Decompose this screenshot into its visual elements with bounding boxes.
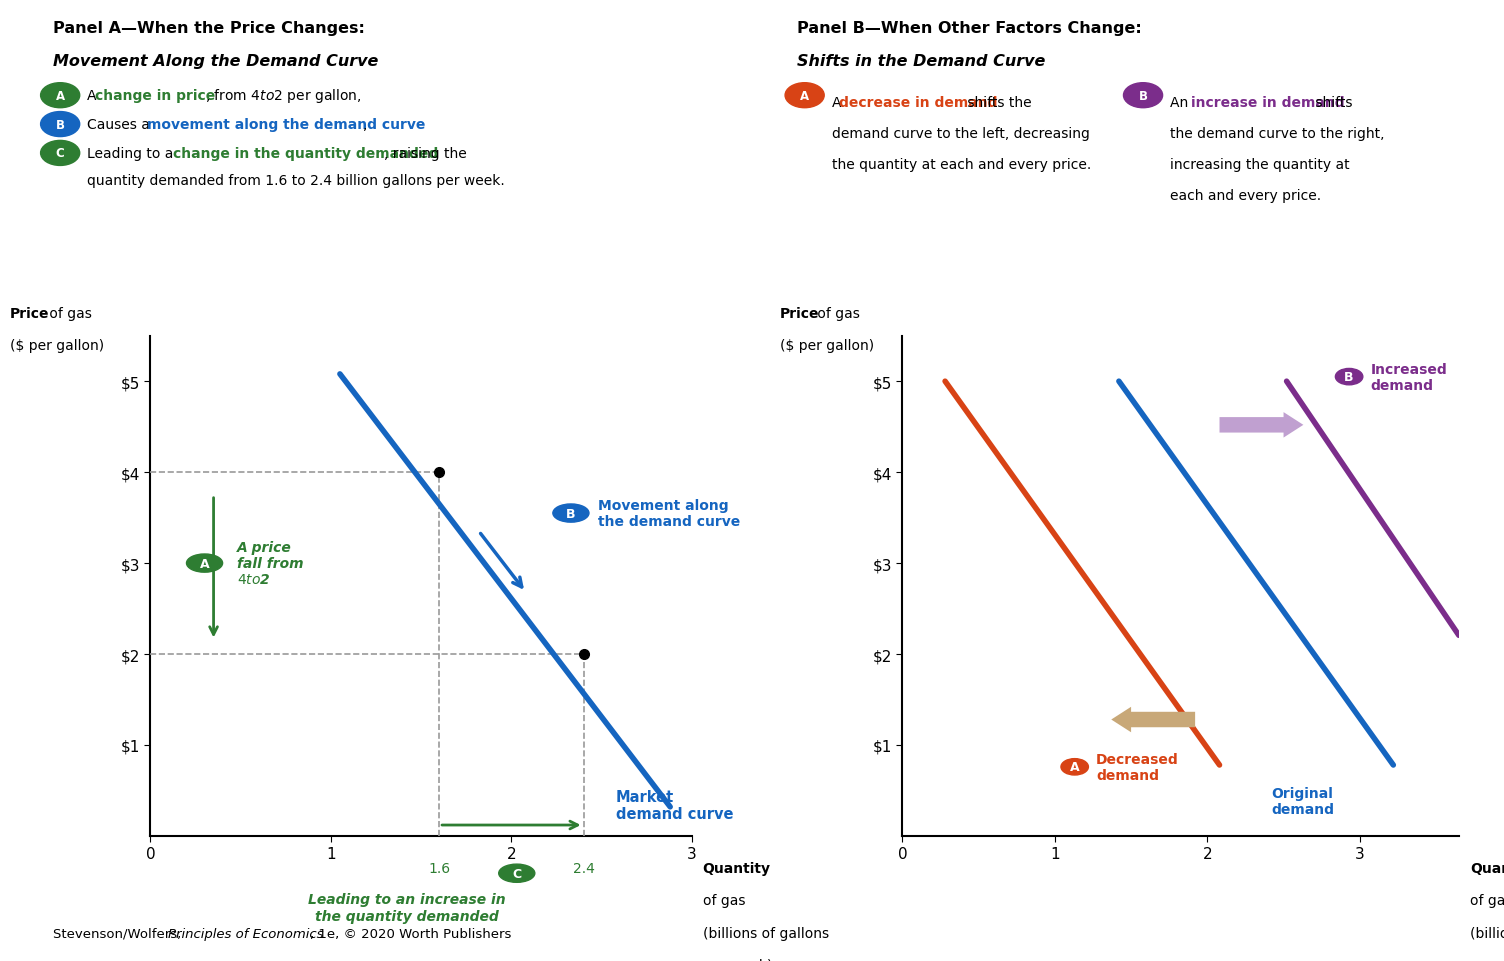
- Text: (billions of gallons: (billions of gallons: [702, 926, 829, 940]
- Text: decrease in demand: decrease in demand: [839, 96, 997, 111]
- Text: shifts: shifts: [1311, 96, 1354, 111]
- Text: , 1e, © 2020 Worth Publishers: , 1e, © 2020 Worth Publishers: [310, 926, 511, 940]
- Text: Original
demand: Original demand: [1271, 786, 1334, 816]
- Text: Quantity: Quantity: [1469, 861, 1504, 875]
- Text: Leading to a: Leading to a: [87, 147, 177, 160]
- Text: of gas: of gas: [45, 307, 92, 320]
- FancyArrow shape: [1220, 412, 1304, 438]
- Text: per week): per week): [702, 958, 772, 961]
- Text: Leading to an increase in
the quantity demanded: Leading to an increase in the quantity d…: [308, 893, 505, 923]
- Text: C: C: [56, 147, 65, 160]
- Text: of gas: of gas: [1469, 894, 1504, 907]
- Text: , from $4 to $2 per gallon,: , from $4 to $2 per gallon,: [205, 87, 361, 105]
- Text: 1.6: 1.6: [429, 861, 450, 875]
- Text: C: C: [513, 867, 522, 880]
- Circle shape: [553, 505, 590, 523]
- Text: the demand curve to the right,: the demand curve to the right,: [1170, 127, 1385, 141]
- FancyArrow shape: [1111, 707, 1196, 732]
- Circle shape: [499, 864, 535, 882]
- Text: Shifts in the Demand Curve: Shifts in the Demand Curve: [797, 54, 1045, 69]
- Text: the quantity at each and every price.: the quantity at each and every price.: [832, 158, 1090, 172]
- Text: Price: Price: [781, 307, 820, 320]
- Text: Price: Price: [9, 307, 50, 320]
- Text: Principles of Economics: Principles of Economics: [168, 926, 323, 940]
- Circle shape: [1336, 369, 1363, 385]
- Text: A: A: [200, 557, 209, 570]
- Text: B: B: [1345, 371, 1354, 383]
- Text: of gas: of gas: [702, 894, 744, 907]
- Text: A: A: [832, 96, 845, 111]
- Text: per week): per week): [1469, 958, 1504, 961]
- Text: shifts the: shifts the: [963, 96, 1032, 111]
- Text: B: B: [56, 118, 65, 132]
- Text: movement along the demand curve: movement along the demand curve: [147, 118, 426, 132]
- Text: demand curve to the left, decreasing: demand curve to the left, decreasing: [832, 127, 1089, 141]
- Circle shape: [1060, 759, 1089, 776]
- Circle shape: [186, 554, 223, 573]
- Text: Decreased
demand: Decreased demand: [1096, 752, 1179, 782]
- Text: A: A: [800, 89, 809, 103]
- Text: change in the quantity demanded: change in the quantity demanded: [173, 147, 438, 160]
- Text: A price
fall from
$4 to $2: A price fall from $4 to $2: [238, 540, 304, 586]
- Text: Panel A—When the Price Changes:: Panel A—When the Price Changes:: [53, 21, 364, 37]
- Text: Stevenson/Wolfers,: Stevenson/Wolfers,: [53, 926, 185, 940]
- Text: Increased
demand: Increased demand: [1370, 362, 1447, 392]
- Text: each and every price.: each and every price.: [1170, 188, 1321, 203]
- Text: B: B: [1139, 89, 1148, 103]
- Text: B: B: [566, 507, 576, 520]
- Text: 2.4: 2.4: [573, 861, 594, 875]
- Text: of gas: of gas: [814, 307, 860, 320]
- Text: Causes a: Causes a: [87, 118, 155, 132]
- Text: ,: ,: [362, 118, 367, 132]
- Text: increasing the quantity at: increasing the quantity at: [1170, 158, 1349, 172]
- Text: A: A: [87, 89, 101, 103]
- Text: (billions of gallons: (billions of gallons: [1469, 926, 1504, 940]
- Text: Panel B—When Other Factors Change:: Panel B—When Other Factors Change:: [797, 21, 1142, 37]
- Text: ($ per gallon): ($ per gallon): [9, 339, 104, 353]
- Text: Market
demand curve: Market demand curve: [617, 789, 734, 822]
- Text: Movement along
the demand curve: Movement along the demand curve: [599, 499, 740, 529]
- Text: Movement Along the Demand Curve: Movement Along the Demand Curve: [53, 54, 378, 69]
- Text: Quantity: Quantity: [702, 861, 770, 875]
- Text: quantity demanded from 1.6 to 2.4 billion gallons per week.: quantity demanded from 1.6 to 2.4 billio…: [87, 174, 505, 187]
- Text: ($ per gallon): ($ per gallon): [781, 339, 874, 353]
- Text: A: A: [1069, 760, 1080, 774]
- Text: , raising the: , raising the: [384, 147, 466, 160]
- Text: change in price: change in price: [95, 89, 215, 103]
- Text: A: A: [56, 89, 65, 103]
- Text: increase in demand: increase in demand: [1191, 96, 1345, 111]
- Text: An: An: [1170, 96, 1193, 111]
